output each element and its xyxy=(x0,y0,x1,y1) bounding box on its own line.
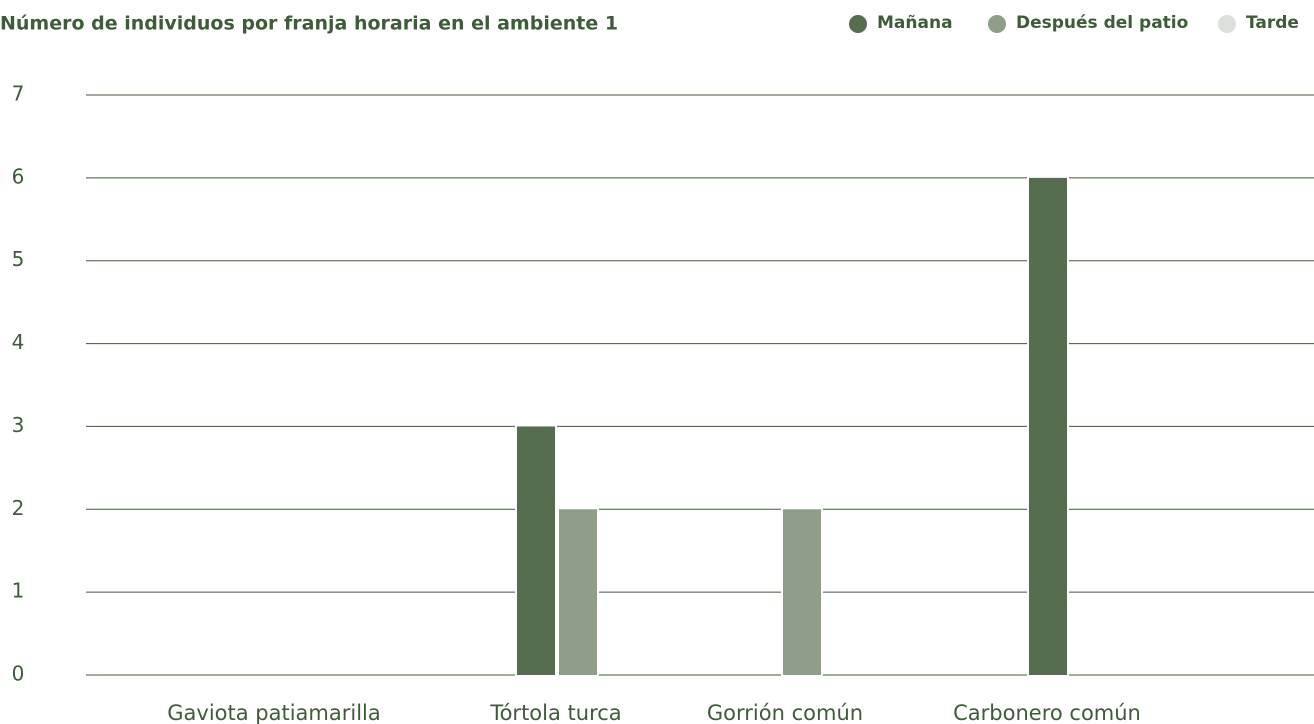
legend-swatch xyxy=(988,15,1006,33)
legend-swatch xyxy=(1218,15,1236,33)
bar xyxy=(515,424,557,677)
x-tick-label: Gaviota patiamarilla xyxy=(167,701,381,724)
y-tick-label: 2 xyxy=(12,496,25,520)
y-tick-label: 6 xyxy=(12,164,25,188)
legend-label: Después del patio xyxy=(1016,13,1188,33)
x-tick-label: Carbonero común xyxy=(953,701,1141,724)
x-tick-label: Tórtola turca xyxy=(489,701,621,724)
bar xyxy=(557,507,599,677)
y-tick-label: 7 xyxy=(12,82,25,106)
bar xyxy=(781,507,823,677)
y-tick-label: 0 xyxy=(12,662,25,686)
bar xyxy=(1027,175,1069,677)
y-tick-label: 4 xyxy=(12,330,25,354)
legend-label: Tarde xyxy=(1246,13,1299,33)
legend-label: Mañana xyxy=(877,13,953,33)
chart-title: Número de individuos por franja horaria … xyxy=(0,13,618,35)
legend-swatch xyxy=(849,15,867,33)
y-tick-label: 5 xyxy=(12,247,25,271)
x-tick-label: Gorrión común xyxy=(707,701,863,724)
y-tick-label: 1 xyxy=(12,579,25,603)
y-tick-label: 3 xyxy=(12,413,25,437)
